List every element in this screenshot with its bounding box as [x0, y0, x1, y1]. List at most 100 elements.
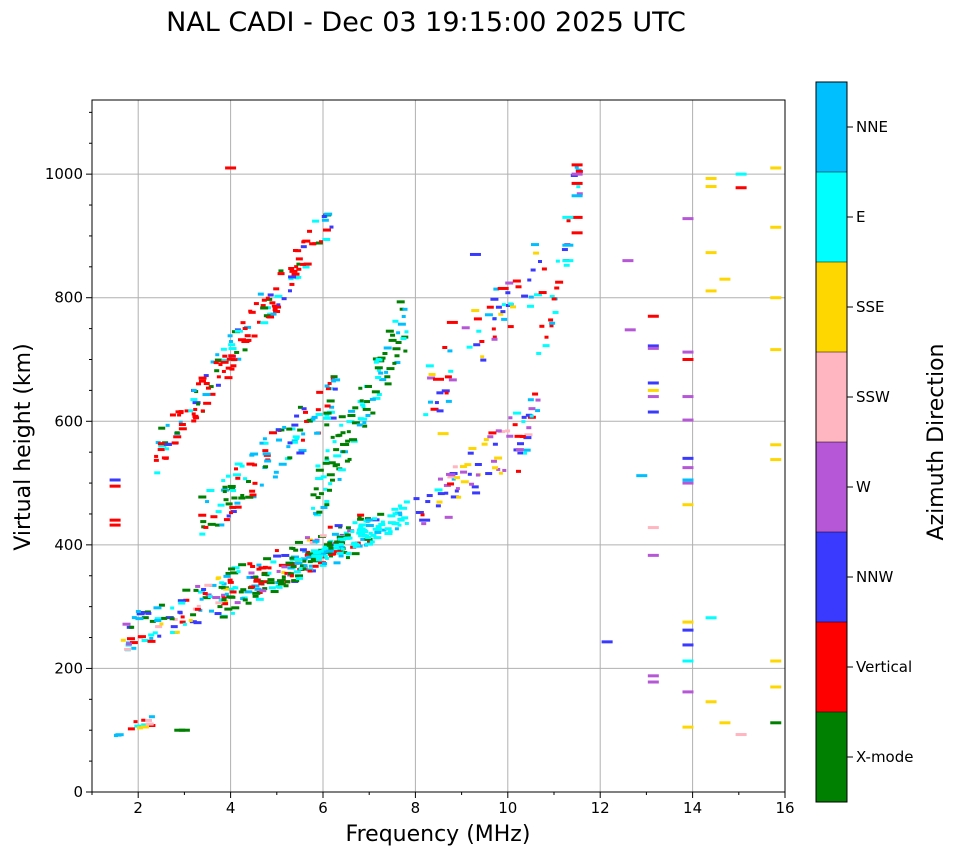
echo-point — [215, 510, 222, 514]
echo-point — [362, 421, 367, 425]
echo-point — [350, 439, 358, 443]
echo-point — [135, 617, 144, 621]
echo-point — [320, 505, 328, 509]
echo-point — [770, 348, 782, 352]
echo-point — [682, 217, 694, 221]
echo-point — [306, 538, 313, 542]
echo-point — [346, 430, 351, 434]
echo-point — [480, 355, 485, 359]
echo-point — [126, 637, 135, 641]
echo-point — [404, 330, 409, 334]
echo-point — [219, 581, 225, 585]
echo-point — [324, 423, 330, 427]
echo-point — [311, 554, 320, 558]
echo-point — [647, 410, 659, 414]
echo-point — [221, 602, 229, 606]
echo-point — [316, 390, 324, 394]
echo-point — [157, 442, 165, 446]
echo-point — [200, 520, 207, 524]
colorbar-swatch — [816, 532, 847, 622]
echo-point — [521, 415, 527, 419]
echo-point — [215, 601, 223, 605]
echo-point — [252, 591, 261, 595]
echo-point — [330, 435, 335, 439]
echo-point — [312, 539, 320, 543]
echo-point — [359, 399, 364, 403]
echo-point — [324, 503, 330, 507]
echo-point — [231, 566, 240, 570]
echo-point — [682, 481, 694, 485]
echo-point — [248, 309, 253, 313]
echo-point — [319, 534, 327, 538]
echo-point — [328, 482, 333, 486]
echo-point — [182, 622, 187, 626]
echo-point — [391, 507, 399, 511]
echo-point — [344, 459, 350, 463]
echo-point — [375, 376, 382, 380]
echo-point — [401, 315, 406, 319]
echo-point — [443, 483, 451, 487]
echo-point — [526, 426, 532, 430]
echo-point — [234, 467, 239, 471]
echo-point — [345, 556, 350, 560]
echo-point — [486, 305, 494, 309]
echo-point — [283, 584, 289, 588]
echo-point — [255, 597, 264, 601]
echo-point — [249, 493, 257, 497]
echo-point — [544, 335, 549, 339]
echo-point — [682, 643, 694, 647]
echo-point — [770, 721, 782, 725]
echo-point — [526, 304, 534, 308]
echo-point — [332, 387, 338, 391]
echo-point — [498, 312, 504, 316]
echo-point — [134, 724, 142, 728]
echo-point — [198, 495, 207, 499]
echo-point — [301, 407, 307, 411]
echo-point — [246, 338, 252, 342]
echo-point — [252, 481, 258, 485]
echo-point — [236, 570, 241, 574]
echo-point — [549, 321, 556, 325]
echo-point — [566, 219, 571, 223]
echo-point — [426, 494, 433, 498]
echo-point — [323, 550, 328, 554]
echo-point — [770, 296, 782, 300]
echo-point — [221, 369, 226, 373]
echo-point — [532, 392, 539, 396]
echo-point — [291, 546, 296, 550]
echo-point — [298, 567, 303, 571]
echo-point — [272, 475, 278, 479]
echo-point — [147, 639, 156, 643]
echo-point — [647, 314, 659, 318]
echo-point — [225, 474, 231, 478]
echo-point — [314, 431, 321, 435]
echo-point — [460, 470, 468, 474]
echo-point — [214, 358, 222, 362]
echo-point — [223, 498, 229, 502]
echo-point — [263, 465, 269, 469]
echo-point — [177, 413, 182, 417]
echo-point — [436, 409, 444, 413]
echo-point — [340, 547, 345, 551]
echo-point — [315, 476, 324, 480]
echo-point — [497, 286, 509, 290]
echo-point — [382, 352, 388, 356]
echo-point — [310, 493, 317, 497]
echo-point — [719, 721, 731, 725]
echo-point — [315, 558, 322, 562]
echo-point — [551, 297, 557, 301]
echo-point — [373, 536, 382, 540]
echo-point — [384, 375, 391, 379]
echo-point — [264, 459, 272, 463]
echo-point — [392, 512, 398, 516]
echo-point — [287, 572, 294, 576]
echo-point — [358, 534, 364, 538]
echo-point — [300, 438, 305, 442]
echo-point — [319, 563, 327, 567]
echo-point — [131, 646, 137, 650]
echo-point — [267, 571, 272, 575]
echo-point — [363, 533, 368, 537]
echo-point — [202, 393, 211, 397]
echo-point — [312, 564, 319, 568]
echo-point — [141, 616, 149, 620]
